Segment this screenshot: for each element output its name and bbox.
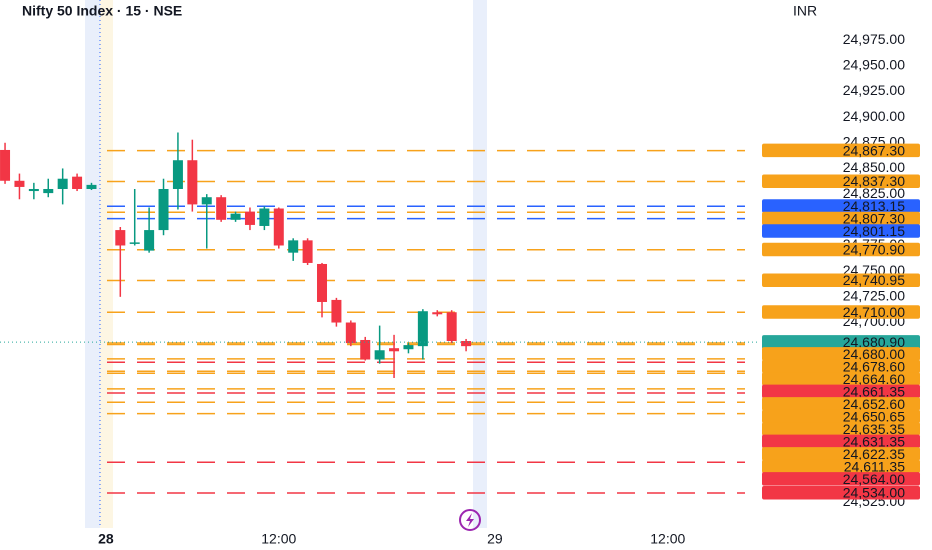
- y-tick-label: 24,900.00: [843, 108, 905, 124]
- candle-body: [129, 242, 140, 244]
- level-label-box: [762, 434, 920, 449]
- level-label-box: [762, 224, 920, 238]
- level-label: 24,837.30: [843, 173, 905, 189]
- candle-body: [72, 176, 83, 189]
- candle-body: [461, 341, 472, 347]
- event-icon: [459, 509, 481, 531]
- level-label: 24,622.35: [843, 446, 905, 462]
- candle-body: [43, 188, 54, 194]
- level-label-box: [762, 447, 920, 461]
- x-tick-label: 29: [487, 531, 503, 547]
- candle-body: [345, 322, 356, 344]
- y-tick-label: 24,725.00: [843, 288, 905, 304]
- chart-title: Nifty 50 Index · 15 · NSE: [22, 3, 182, 19]
- level-label: 24,631.35: [843, 433, 905, 449]
- session-band: [100, 0, 113, 528]
- level-label-box: [762, 422, 920, 436]
- level-label: 24,813.15: [843, 198, 905, 214]
- candle-body: [28, 188, 39, 192]
- level-label: 24,740.95: [843, 272, 905, 288]
- level-label-box: [762, 273, 920, 287]
- level-label: 24,770.90: [843, 241, 905, 257]
- session-band: [85, 0, 100, 528]
- y-tick-label: 24,950.00: [843, 56, 905, 72]
- candle-body: [230, 213, 241, 220]
- level-label: 24,635.35: [843, 421, 905, 437]
- level-label: 24,801.15: [843, 223, 905, 239]
- level-label-box: [762, 459, 920, 474]
- level-label: 24,680.00: [843, 346, 905, 362]
- level-label-box: [762, 384, 920, 399]
- candle-body: [144, 230, 155, 251]
- candle-body: [259, 208, 270, 226]
- level-label-box: [762, 359, 920, 374]
- level-label: 24,710.00: [843, 304, 905, 320]
- level-label: 24,564.00: [843, 471, 905, 487]
- candle-body: [288, 240, 299, 253]
- level-label: 24,867.30: [843, 142, 905, 158]
- candle-body: [187, 160, 198, 205]
- candle-body: [417, 311, 428, 347]
- level-label-box: [762, 472, 920, 486]
- level-label-box: [762, 143, 920, 158]
- level-label-box: [762, 199, 920, 213]
- candle-body: [244, 211, 255, 225]
- candle-body: [158, 188, 169, 231]
- currency-label: INR: [793, 3, 817, 19]
- candle-body: [172, 160, 183, 189]
- level-label: 24,807.30: [843, 211, 905, 227]
- candle-body: [331, 299, 342, 323]
- last-price-box: [762, 335, 920, 350]
- level-label: 24,664.60: [843, 371, 905, 387]
- candle-body: [0, 149, 11, 181]
- last-price-label: 24,680.90: [843, 334, 905, 350]
- level-label: 24,534.00: [843, 485, 905, 501]
- level-label: 24,661.35: [843, 383, 905, 399]
- level-label-box: [762, 242, 920, 257]
- level-label: 24,611.35: [844, 458, 905, 474]
- candle-body: [57, 178, 68, 189]
- candle-body: [389, 348, 400, 352]
- level-label: 24,650.65: [843, 408, 905, 424]
- candle-body: [273, 208, 284, 246]
- level-label-box: [762, 397, 920, 411]
- session-band: [473, 0, 487, 528]
- x-tick-label: 12:00: [650, 531, 685, 547]
- candle-body: [432, 312, 443, 315]
- candle-body: [446, 312, 457, 342]
- level-label-box: [762, 211, 920, 226]
- candle-body: [317, 263, 328, 302]
- y-tick-label: 24,850.00: [843, 159, 905, 175]
- x-tick-label: 12:00: [261, 531, 296, 547]
- candle-body: [216, 197, 227, 220]
- level-label-box: [762, 174, 920, 188]
- candle-body: [360, 339, 371, 360]
- level-label-box: [762, 305, 920, 319]
- x-tick-label: 28: [98, 531, 114, 547]
- level-label: 24,652.60: [843, 396, 905, 412]
- level-label: 24,678.60: [843, 358, 905, 374]
- candle-body: [115, 230, 126, 246]
- candle-body: [201, 197, 212, 205]
- candle-body: [302, 240, 313, 263]
- candle-body: [14, 180, 25, 187]
- y-tick-label: 24,975.00: [843, 31, 905, 47]
- level-label-box: [762, 409, 920, 424]
- level-label-box: [762, 486, 920, 500]
- candle-body: [403, 345, 414, 350]
- y-tick-label: 24,825.00: [843, 185, 905, 201]
- candle-body: [374, 350, 385, 360]
- level-label-box: [762, 347, 920, 361]
- y-tick-label: 24,925.00: [843, 82, 905, 98]
- level-label-box: [762, 372, 920, 386]
- candle-body: [86, 184, 97, 189]
